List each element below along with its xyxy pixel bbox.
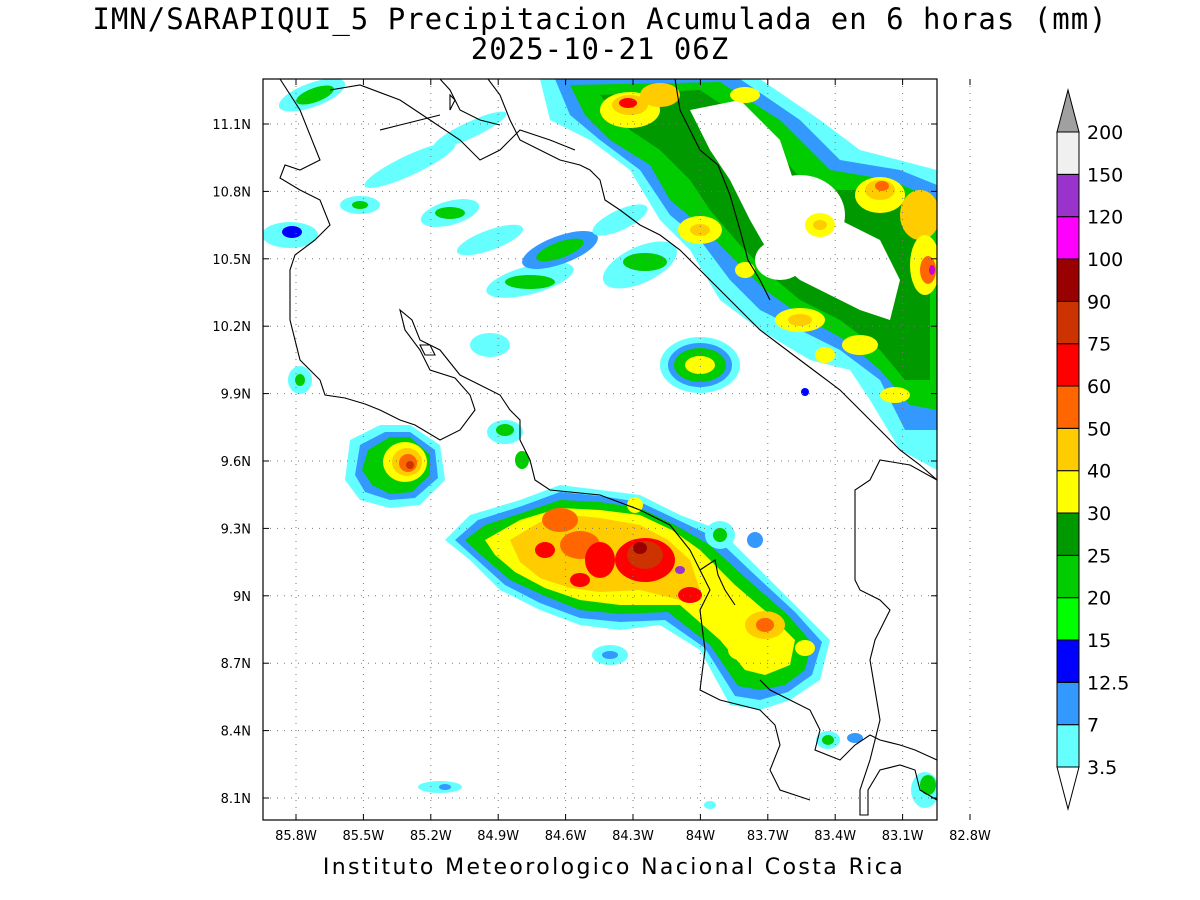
colorbar-segment — [1056, 554, 1080, 599]
colorbar-label: 20 — [1087, 588, 1111, 610]
colorbar-segment — [1056, 470, 1080, 514]
map-timestamp: 2025-10-21 06Z — [470, 32, 730, 66]
map-frame — [262, 78, 938, 821]
colorbar-segment — [1056, 597, 1080, 641]
lat-tick-label: 8.4N — [221, 725, 251, 740]
precipitation-field — [263, 79, 937, 809]
colorbar-segment — [1056, 343, 1080, 387]
colorbar-label: 12.5 — [1087, 672, 1129, 694]
lon-tick-label: 85.5W — [342, 829, 384, 844]
colorbar-segment — [1056, 216, 1080, 260]
coordinate-grid — [263, 79, 971, 820]
lon-tick-label: 84.9W — [477, 829, 519, 844]
colorbar-segment — [1056, 131, 1080, 175]
colorbar-label: 15 — [1087, 630, 1111, 652]
lon-tick-label: 82.8W — [949, 829, 991, 844]
colorbar-segment — [1056, 385, 1080, 429]
colorbar-segment — [1056, 681, 1080, 726]
colorbar-label: 40 — [1087, 461, 1111, 483]
colorbar-upper-extension — [1056, 88, 1080, 133]
lat-tick-label: 8.7N — [221, 657, 251, 672]
lat-tick-label: 11.1N — [212, 118, 251, 133]
lat-tick-label: 9.6N — [221, 455, 251, 470]
colorbar-lower-extension — [1056, 766, 1080, 811]
lat-tick-label: 9N — [233, 590, 251, 605]
lon-tick-label: 85.8W — [275, 829, 317, 844]
lat-tick-label: 10.8N — [212, 185, 251, 200]
colorbar-label: 25 — [1087, 545, 1111, 567]
lat-tick-label: 10.2N — [212, 320, 251, 335]
colorbar-segment — [1056, 300, 1080, 345]
colorbar-segment — [1056, 639, 1080, 683]
colorbar-label: 150 — [1087, 164, 1123, 186]
footer-credit: Instituto Meteorologico Nacional Costa R… — [322, 855, 906, 880]
colorbar-segment — [1056, 258, 1080, 302]
axis-ticks: 85.8W 85.5W 85.2W 84.9W 84.6W 84.3W 84W 83.7W 83… — [212, 79, 991, 844]
lat-tick-label: 8.1N — [221, 792, 251, 807]
colorbar-label: 60 — [1087, 376, 1111, 398]
colorbar-label: 120 — [1087, 207, 1123, 229]
lon-tick-label: 84.3W — [612, 829, 654, 844]
colorbar-label: 3.5 — [1087, 757, 1117, 779]
colorbar: 3.5 7 12.5 15 20 25 30 40 50 60 75 90 100 120 150 200 — [1056, 88, 1129, 811]
colorbar-label: 75 — [1087, 334, 1111, 356]
map-title: IMN/SARAPIQUI_5 Precipitacion Acumulada … — [92, 2, 1108, 36]
lon-tick-label: 83.4W — [814, 829, 856, 844]
lat-tick-label: 10.5N — [212, 253, 251, 268]
colorbar-label: 200 — [1087, 122, 1123, 144]
lon-tick-label: 83.7W — [747, 829, 789, 844]
lon-tick-label: 84.6W — [545, 829, 587, 844]
colorbar-segment — [1056, 512, 1080, 556]
lon-tick-label: 83.1W — [882, 829, 924, 844]
colorbar-segment — [1056, 173, 1080, 218]
lon-tick-label: 84W — [686, 829, 716, 844]
coastline-borders — [279, 79, 937, 816]
lon-tick-label: 85.2W — [410, 829, 452, 844]
colorbar-label: 90 — [1087, 291, 1111, 313]
lat-tick-label: 9.9N — [221, 388, 251, 403]
colorbar-label: 7 — [1087, 715, 1099, 737]
colorbar-segment — [1056, 427, 1080, 472]
colorbar-label: 30 — [1087, 503, 1111, 525]
lat-tick-label: 9.3N — [221, 522, 251, 537]
colorbar-label: 100 — [1087, 249, 1123, 271]
colorbar-label: 50 — [1087, 418, 1111, 440]
colorbar-segment — [1056, 724, 1080, 768]
